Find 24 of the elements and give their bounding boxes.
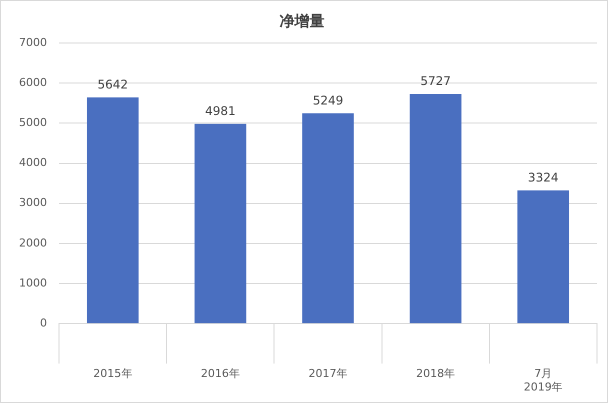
y-tick-label: 1000 xyxy=(18,276,47,290)
chart-title: 净增量 xyxy=(280,12,324,30)
data-label: 5249 xyxy=(312,93,344,108)
data-label: 5642 xyxy=(98,78,128,92)
x-tick-label: 2016年 xyxy=(200,367,240,380)
y-tick-label: 7000 xyxy=(18,36,47,49)
x-tick-label: 7月 2019年 xyxy=(524,367,563,394)
y-tick-label: 3000 xyxy=(18,196,47,210)
x-tick-label: 2015年 xyxy=(93,367,132,380)
bar xyxy=(517,190,570,324)
x-tick-label: 2018年 xyxy=(416,367,456,380)
data-label: 3324 xyxy=(528,170,558,184)
bar xyxy=(86,97,139,324)
y-tick-label: 2000 xyxy=(18,236,47,250)
bar xyxy=(194,124,246,324)
x-tick-label: 2017年 xyxy=(308,367,348,380)
y-tick-label: 6000 xyxy=(18,76,47,89)
bar xyxy=(410,94,462,324)
y-tick-label: 0 xyxy=(40,316,47,330)
data-label: 5727 xyxy=(420,74,451,88)
data-label: 4981 xyxy=(205,104,236,118)
y-tick-label: 5000 xyxy=(18,116,47,130)
bar xyxy=(302,113,354,324)
y-tick-label: 4000 xyxy=(18,156,47,170)
